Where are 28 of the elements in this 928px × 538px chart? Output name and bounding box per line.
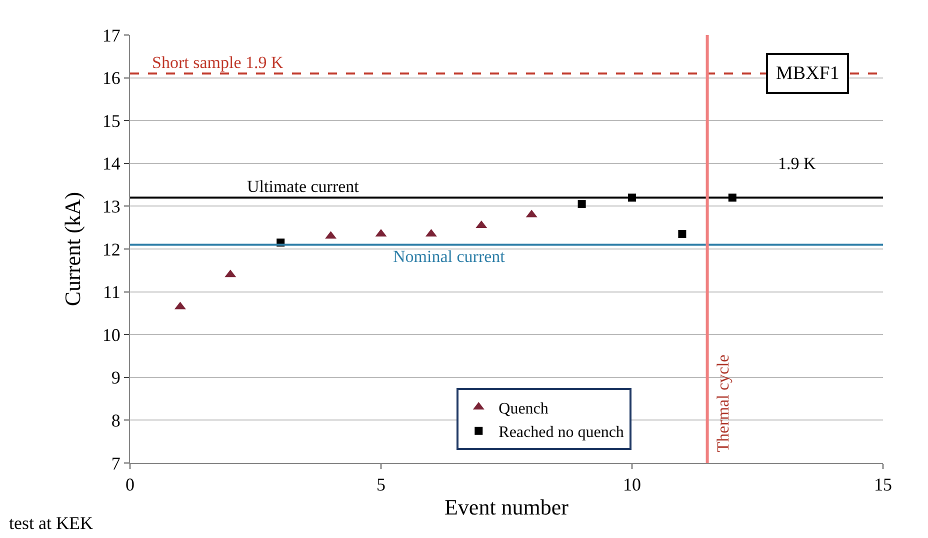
legend-label: Reached no quench (498, 424, 624, 442)
legend-label: Quench (498, 400, 548, 418)
y-tick-label: 16 (102, 68, 120, 88)
ref-line-label: Ultimate current (247, 177, 360, 196)
y-tick-label: 9 (111, 368, 120, 388)
ref-line-label: Short sample 1.9 K (152, 53, 284, 72)
ref-line-label: Thermal cycle (713, 354, 732, 452)
annotation: MBXF1 (776, 63, 840, 84)
y-tick-label: 7 (111, 453, 120, 474)
y-tick-label: 10 (102, 324, 120, 345)
point (578, 200, 586, 208)
text: test at KEK (9, 513, 93, 533)
annotation: 1.9 K (778, 154, 816, 173)
y-tick-label: 8 (111, 410, 120, 430)
x-tick-label: 10 (623, 474, 641, 495)
x-tick-label: 0 (126, 474, 134, 495)
y-axis-title: Current (kA) (60, 192, 86, 306)
x-axis-title: Event number (444, 494, 570, 520)
y-tick-label: 12 (102, 239, 120, 260)
y-tick-label: 14 (102, 154, 120, 174)
x-tick-label: 15 (874, 474, 892, 495)
point (678, 230, 686, 238)
y-tick-label: 15 (102, 110, 120, 131)
y-tick-label: 17 (102, 25, 120, 46)
y-tick-label: 13 (102, 196, 120, 216)
ref-line-label: Nominal current (393, 247, 506, 266)
x-tick-label: 5 (376, 474, 386, 495)
y-tick-label: 11 (103, 282, 120, 302)
